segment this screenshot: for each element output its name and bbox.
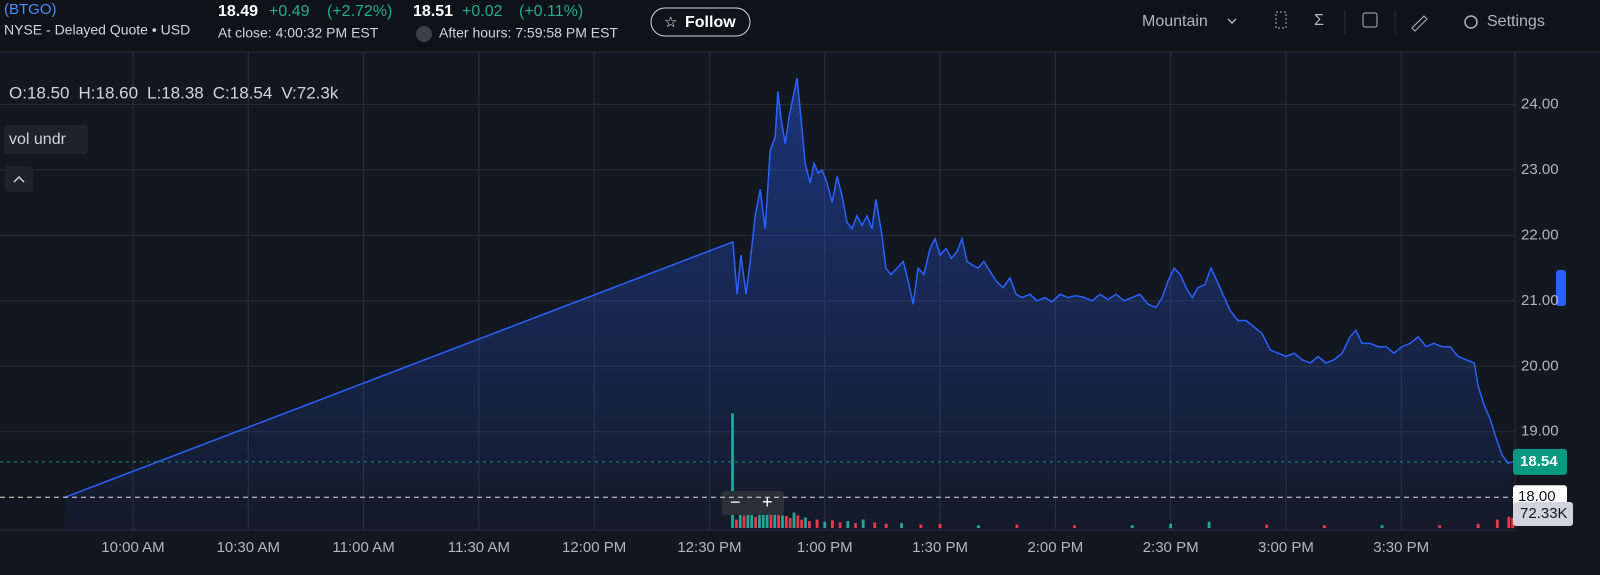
volume-bar [1511, 517, 1515, 528]
volume-badge [1513, 502, 1573, 526]
compare-icon[interactable] [1275, 11, 1287, 29]
x-tick-label: 1:00 PM [797, 539, 853, 556]
x-tick-label: 10:00 AM [101, 539, 164, 556]
last-price-badge [1513, 448, 1567, 475]
prev-close-label: 18.00 [1518, 488, 1556, 505]
symbol[interactable]: (BTGO) [4, 1, 57, 18]
ohlc-value: L:18.38 [147, 83, 204, 102]
collapse-button[interactable] [5, 166, 33, 192]
y-tick-label: 22.00 [1521, 226, 1559, 243]
indicator-badge[interactable] [4, 125, 88, 154]
plot [64, 78, 1515, 530]
x-tick-label: 3:00 PM [1258, 539, 1314, 556]
draw-icon[interactable] [1411, 15, 1428, 32]
volume-label: 72.33K [1520, 505, 1568, 522]
ohlc-legend: O:18.50 H:18.60 L:18.38 C:18.54 V:72.3k [9, 83, 339, 102]
ohlc-value: C:18.54 [213, 83, 273, 102]
after-change-pct: (+0.11%) [519, 3, 583, 20]
ohlc-value: H:18.60 [79, 83, 139, 102]
zoom-out[interactable]: − [730, 492, 741, 512]
y-tick-label: 24.00 [1521, 95, 1559, 112]
calendar-icon[interactable] [1362, 12, 1378, 28]
zoom-in[interactable]: + [762, 492, 773, 512]
after-hours-icon [416, 26, 432, 42]
close-change-pct: (+2.72%) [327, 3, 392, 20]
timezone[interactable]: Mountain [1142, 13, 1208, 30]
x-tick-label: 12:30 PM [677, 539, 741, 556]
ohlc-value: O:18.50 [9, 83, 70, 102]
header-bg [0, 0, 1600, 52]
timezone-chevron[interactable] [1227, 18, 1237, 25]
price-line [64, 78, 1513, 499]
x-tick-label: 2:00 PM [1027, 539, 1083, 556]
after-time: After hours: 7:59:58 PM EST [439, 25, 618, 41]
y-tick-label: 21.00 [1521, 292, 1559, 309]
follow-button[interactable] [650, 7, 751, 37]
x-tick-label: 12:00 PM [562, 539, 626, 556]
x-tick-label: 2:30 PM [1143, 539, 1199, 556]
follow-star: ☆ [664, 14, 677, 31]
after-price: 18.51 [413, 3, 453, 20]
close-change: +0.49 [269, 3, 310, 20]
y-tick-label: 19.00 [1521, 423, 1559, 440]
x-tick-label: 11:00 AM [332, 539, 394, 556]
x-tick-label: 10:30 AM [217, 539, 280, 556]
settings-icon[interactable] [1464, 15, 1478, 29]
x-tick-label: 3:30 PM [1373, 539, 1429, 556]
after-change: +0.02 [462, 3, 503, 20]
close-price: 18.49 [218, 3, 258, 20]
indicator-label[interactable]: vol undr [9, 131, 67, 148]
area-fill [65, 78, 1512, 530]
side-tab[interactable] [1556, 270, 1566, 306]
close-time: At close: 4:00:32 PM EST [218, 25, 379, 41]
ohlc-value: V:72.3k [281, 83, 339, 102]
follow-label[interactable]: Follow [685, 14, 736, 31]
indicator-icon[interactable]: Σ [1314, 12, 1324, 29]
settings[interactable]: Settings [1487, 13, 1545, 30]
y-tick-label: 23.00 [1521, 161, 1559, 178]
x-tick-label: 11:30 AM [448, 539, 510, 556]
x-tick-label: 1:30 PM [912, 539, 968, 556]
exchange: NYSE - Delayed Quote • USD [4, 22, 190, 38]
collapse-icon[interactable] [13, 175, 25, 183]
last-price-label: 18.54 [1520, 453, 1558, 470]
y-tick-label: 20.00 [1521, 357, 1559, 374]
